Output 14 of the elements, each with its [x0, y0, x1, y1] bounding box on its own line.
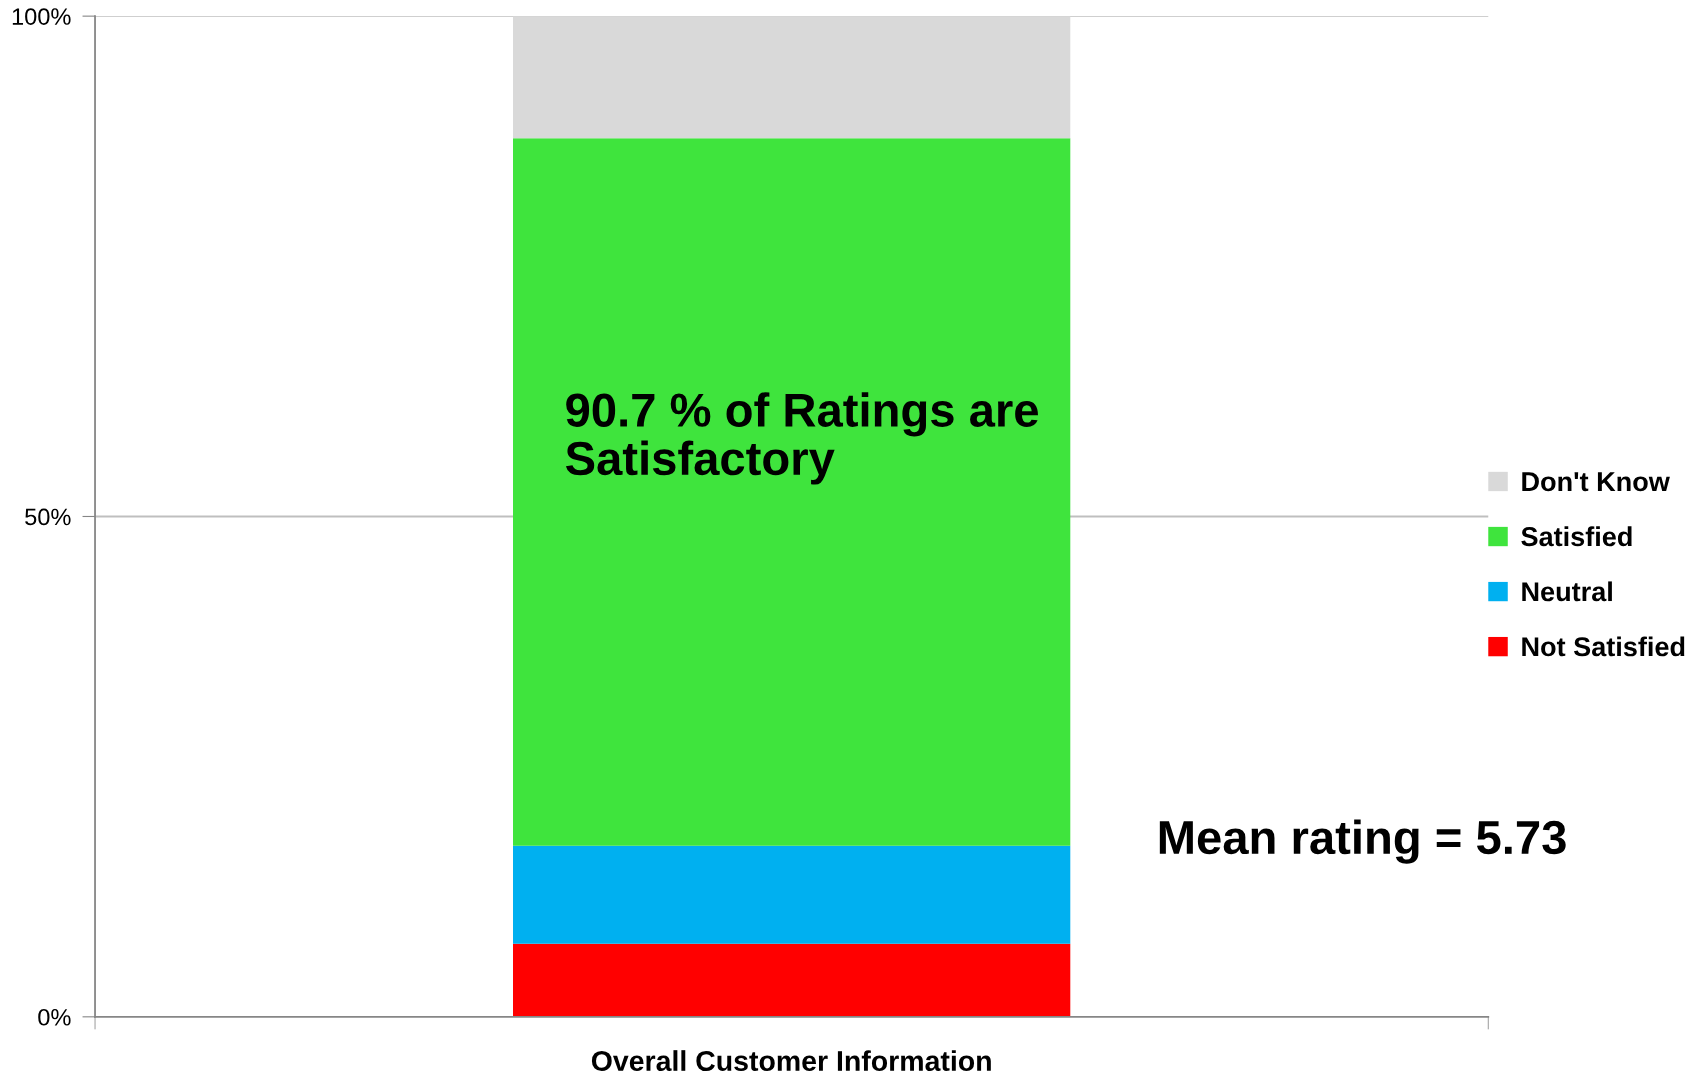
bar — [513, 138, 1071, 846]
legend-label: Not Satisfied — [1522, 636, 1685, 657]
bar — [513, 943, 1071, 1017]
legend-label: Satisfied — [1521, 526, 1632, 547]
y-tick-label: 100% — [12, 8, 71, 25]
annotation: 90.7 % of Ratings are Satisfactory — [565, 392, 1038, 485]
annotation: Mean rating = 5.73 — [1159, 819, 1566, 864]
legend-label: Don't Know — [1522, 472, 1670, 492]
bar — [513, 845, 1071, 944]
y-tick-label: 0% — [38, 1008, 71, 1026]
bar — [513, 16, 1071, 139]
legend-label: Neutral — [1522, 581, 1612, 602]
x-tick-label: Overall Customer Information — [591, 1050, 991, 1072]
y-tick-label: 50% — [25, 508, 71, 526]
